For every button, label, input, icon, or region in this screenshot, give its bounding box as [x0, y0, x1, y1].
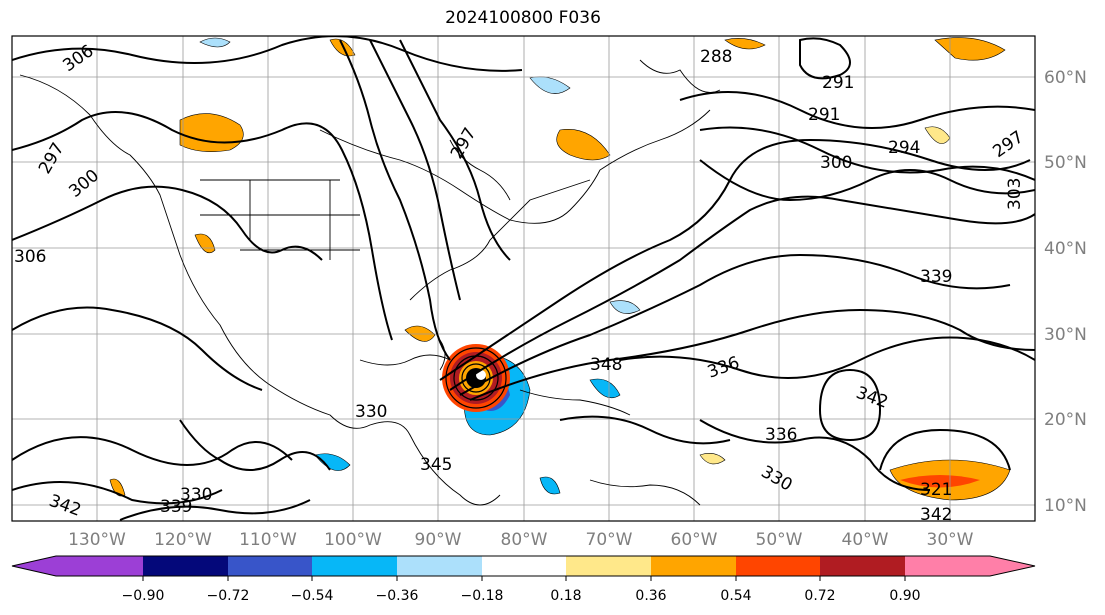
coastlines	[19, 59, 721, 506]
colorbar-segment	[736, 556, 820, 576]
lat-label: 50°N	[1044, 153, 1087, 173]
lat-label: 10°N	[1044, 496, 1087, 516]
lon-label: 40°W	[842, 530, 889, 550]
colorbar-tick-label: 0.18	[550, 588, 581, 604]
colorbar-outline	[11, 555, 1036, 577]
contour-lines	[12, 36, 1035, 521]
lat-label: 20°N	[1044, 410, 1087, 430]
colorbar-tick-label: 0.90	[889, 588, 920, 604]
latitude-labels: 60°N 50°N 40°N 30°N 20°N 10°N	[1044, 68, 1087, 516]
lat-label: 30°N	[1044, 325, 1087, 345]
colorbar-tick-label: −0.54	[291, 588, 334, 604]
contour-label: 321	[920, 480, 952, 500]
colorbar-segment	[651, 556, 736, 576]
contour-label: 339	[160, 497, 192, 517]
lon-label: 100°W	[324, 530, 382, 550]
lon-label: 50°W	[756, 530, 803, 550]
colorbar-segment	[56, 556, 143, 576]
contour-label: 291	[822, 73, 854, 93]
colorbar-segment	[482, 556, 566, 576]
colorbar-max-extension	[990, 556, 1035, 576]
lat-label: 40°N	[1044, 239, 1087, 259]
contour-label: 330	[355, 402, 387, 422]
contour-label: 339	[920, 267, 952, 287]
lat-label: 60°N	[1044, 68, 1087, 88]
contour-label: 336	[765, 425, 797, 445]
colorbar-tick-label: 0.36	[635, 588, 666, 604]
plot-title: 2024100800 F036	[445, 8, 601, 28]
lon-label: 30°W	[927, 530, 974, 550]
gridlines	[12, 36, 1035, 521]
colorbar-tick-label: −0.18	[461, 588, 504, 604]
colorbar-segment	[820, 556, 905, 576]
colorbar-min-extension	[12, 556, 56, 576]
contour-label: 288	[700, 47, 732, 67]
lon-label: 70°W	[586, 530, 633, 550]
map-background	[12, 36, 1035, 521]
colorbar-segment	[312, 556, 397, 576]
colorbar-tick-label: 0.54	[720, 588, 751, 604]
colorbar-segment	[397, 556, 482, 576]
colorbar-segment	[143, 556, 228, 576]
lon-label: 60°W	[671, 530, 718, 550]
contour-label: 294	[888, 138, 920, 158]
lon-label: 80°W	[501, 530, 548, 550]
colorbar-tick-label: −0.36	[376, 588, 419, 604]
contour-label: 291	[808, 105, 840, 125]
contour-label: 348	[590, 355, 622, 375]
contour-label: 330	[180, 485, 212, 505]
lon-label: 90°W	[415, 530, 462, 550]
colorbar: −0.90 −0.72 −0.54 −0.36 −0.18 0.18 0.36 …	[11, 555, 1036, 604]
contour-label: 306	[14, 247, 46, 267]
colorbar-tick-label: −0.90	[122, 588, 165, 604]
colorbar-segment	[905, 556, 990, 576]
colorbar-segment	[228, 556, 312, 576]
longitude-labels: 130°W 120°W 110°W 100°W 90°W 80°W 70°W 6…	[68, 530, 974, 550]
contour-label: 303	[1005, 178, 1025, 210]
lon-label: 130°W	[68, 530, 126, 550]
contour-label: 342	[920, 505, 952, 525]
contour-label: 300	[820, 153, 852, 173]
colorbar-tick-label: −0.72	[207, 588, 250, 604]
contour-label: 345	[420, 455, 452, 475]
hurricane-vortex	[442, 344, 510, 412]
lon-label: 110°W	[239, 530, 297, 550]
lon-label: 120°W	[154, 530, 212, 550]
colorbar-tick-label: 0.72	[804, 588, 835, 604]
colorbar-segment	[566, 556, 651, 576]
map-frame	[11, 35, 1036, 522]
